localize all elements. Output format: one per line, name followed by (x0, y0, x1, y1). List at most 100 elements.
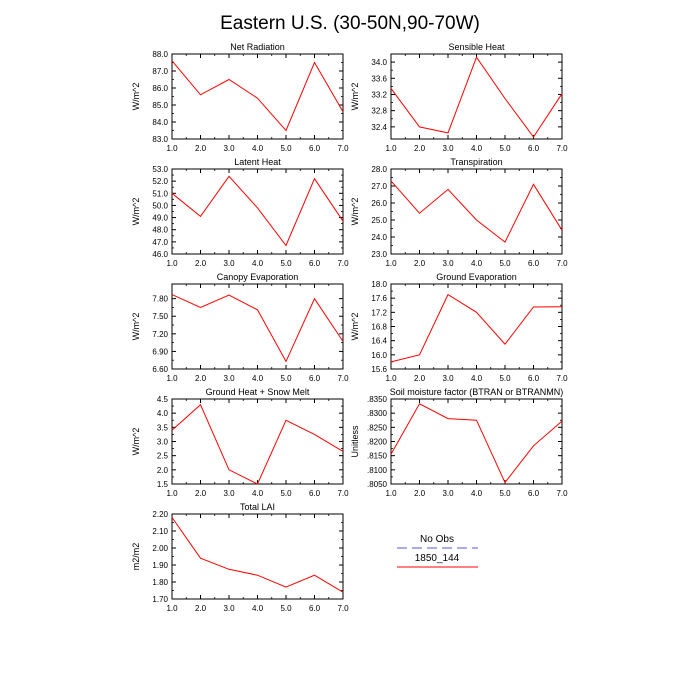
y-tick-label: 16.4 (371, 337, 387, 346)
y-tick-label: 53.0 (152, 165, 168, 174)
y-tick-label: 34.0 (371, 58, 387, 67)
x-tick-label: 1.0 (385, 144, 397, 153)
y-tick-label: .8300 (367, 409, 388, 418)
x-tick-label: 7.0 (556, 259, 568, 268)
x-tick-label: 1.0 (166, 374, 178, 383)
y-tick-label: 48.0 (152, 226, 168, 235)
x-tick-label: 5.0 (499, 144, 511, 153)
panel-title: Latent Heat (234, 157, 281, 167)
y-tick-label: 46.0 (152, 250, 168, 259)
series-line (390, 403, 563, 484)
y-tick-label: 1.80 (152, 578, 168, 587)
x-tick-label: 3.0 (223, 144, 235, 153)
y-tick-label: .8050 (367, 480, 388, 489)
y-axis-label: W/m^2 (131, 198, 141, 226)
x-tick-label: 4.0 (471, 144, 483, 153)
y-axis-label: Unitless (350, 425, 360, 458)
x-tick-label: 6.0 (528, 489, 540, 498)
y-tick-label: 7.80 (152, 295, 168, 304)
y-tick-label: .8100 (367, 466, 388, 475)
x-tick-label: 3.0 (442, 259, 454, 268)
x-tick-label: 5.0 (280, 144, 292, 153)
y-tick-label: 3.0 (157, 438, 169, 447)
x-tick-label: 5.0 (280, 489, 292, 498)
y-tick-label: 16.0 (371, 351, 387, 360)
series-line (171, 403, 344, 485)
x-tick-label: 3.0 (442, 374, 454, 383)
y-tick-label: 16.8 (371, 323, 387, 332)
x-tick-label: 4.0 (252, 259, 264, 268)
y-tick-label: 87.0 (152, 67, 168, 76)
y-axis-label: W/m^2 (131, 83, 141, 111)
y-tick-label: 25.0 (371, 216, 387, 225)
y-tick-label: 17.6 (371, 294, 387, 303)
x-tick-label: 1.0 (166, 144, 178, 153)
figure-title: Eastern U.S. (30-50N,90-70W) (220, 13, 480, 34)
x-tick-label: 5.0 (499, 489, 511, 498)
x-tick-label: 1.0 (166, 259, 178, 268)
x-tick-label: 4.0 (252, 489, 264, 498)
chart-panel-5: Canopy Evaporation W/m^2 1.0 2.0 3.0 4.0 5.0 6.… (131, 272, 349, 383)
y-tick-label: 2.5 (157, 452, 169, 461)
y-tick-label: 2.0 (157, 466, 169, 475)
panel-title: Ground Heat + Snow Melt (206, 387, 310, 397)
x-tick-label: 7.0 (337, 374, 349, 383)
chart-panel-6: Ground Evaporation W/m^2 1.0 2.0 3.0 4.0 5.0 6.… (350, 272, 568, 383)
y-tick-label: 18.0 (371, 280, 387, 289)
x-tick-label: 7.0 (556, 374, 568, 383)
x-tick-label: 4.0 (252, 144, 264, 153)
y-axis-label: W/m^2 (350, 198, 360, 226)
y-tick-label: 2.00 (152, 544, 168, 553)
x-tick-label: 7.0 (337, 604, 349, 613)
y-tick-label: 7.20 (152, 330, 168, 339)
x-tick-label: 6.0 (309, 144, 321, 153)
y-tick-label: 2.20 (152, 510, 168, 519)
y-tick-label: 6.60 (152, 365, 168, 374)
y-tick-label: 49.0 (152, 214, 168, 223)
y-tick-label: 4.5 (157, 395, 169, 404)
chart-panel-9: Total LAI m2/m2 1.0 2.0 3.0 4.0 5.0 6.0 7.0 1.70 1… (131, 502, 349, 613)
y-axis-label: W/m^2 (131, 428, 141, 456)
x-tick-label: 7.0 (337, 259, 349, 268)
y-tick-label: 88.0 (152, 50, 168, 59)
x-tick-label: 4.0 (471, 489, 483, 498)
series-line (390, 293, 563, 363)
y-tick-label: 3.5 (157, 423, 169, 432)
x-tick-label: 1.0 (166, 604, 178, 613)
y-tick-label: 2.10 (152, 527, 168, 536)
y-tick-label: 32.4 (371, 123, 387, 132)
x-tick-label: 7.0 (337, 489, 349, 498)
y-tick-label: 1.5 (157, 480, 169, 489)
y-tick-label: 27.0 (371, 182, 387, 191)
x-tick-label: 4.0 (471, 259, 483, 268)
series-line (171, 175, 344, 247)
y-tick-label: 1.90 (152, 561, 168, 570)
x-tick-label: 6.0 (528, 144, 540, 153)
panel-title: Net Radiation (230, 42, 285, 52)
x-tick-label: 3.0 (442, 144, 454, 153)
y-tick-label: 26.0 (371, 199, 387, 208)
x-tick-label: 2.0 (195, 374, 207, 383)
chart-panel-4: Transpiration W/m^2 1.0 2.0 3.0 4.0 5.0 6.0 7.0 2… (350, 157, 568, 268)
chart-panel-3: Latent Heat W/m^2 1.0 2.0 3.0 4.0 5.0 6.0 7.0 46.… (131, 157, 349, 268)
x-tick-label: 4.0 (252, 374, 264, 383)
y-axis-label: W/m^2 (350, 313, 360, 341)
series-line (390, 56, 563, 138)
panels: Net Radiation W/m^2 1.0 2.0 3.0 4.0 5.0 6.0 7.0 8… (131, 42, 568, 613)
x-tick-label: 7.0 (337, 144, 349, 153)
y-tick-label: .8250 (367, 423, 388, 432)
x-tick-label: 1.0 (385, 374, 397, 383)
series-line (171, 60, 344, 132)
x-tick-label: 2.0 (195, 259, 207, 268)
x-tick-label: 6.0 (309, 374, 321, 383)
x-tick-label: 5.0 (280, 374, 292, 383)
x-tick-label: 5.0 (499, 374, 511, 383)
x-tick-label: 3.0 (223, 604, 235, 613)
x-tick-label: 7.0 (556, 489, 568, 498)
y-axis-label: m2/m2 (131, 543, 141, 571)
y-axis-label: W/m^2 (131, 313, 141, 341)
y-tick-label: 83.0 (152, 135, 168, 144)
chart-panel-7: Ground Heat + Snow Melt W/m^2 1.0 2.0 3.0 4.0… (131, 387, 349, 498)
panel-title: Transpiration (450, 157, 502, 167)
